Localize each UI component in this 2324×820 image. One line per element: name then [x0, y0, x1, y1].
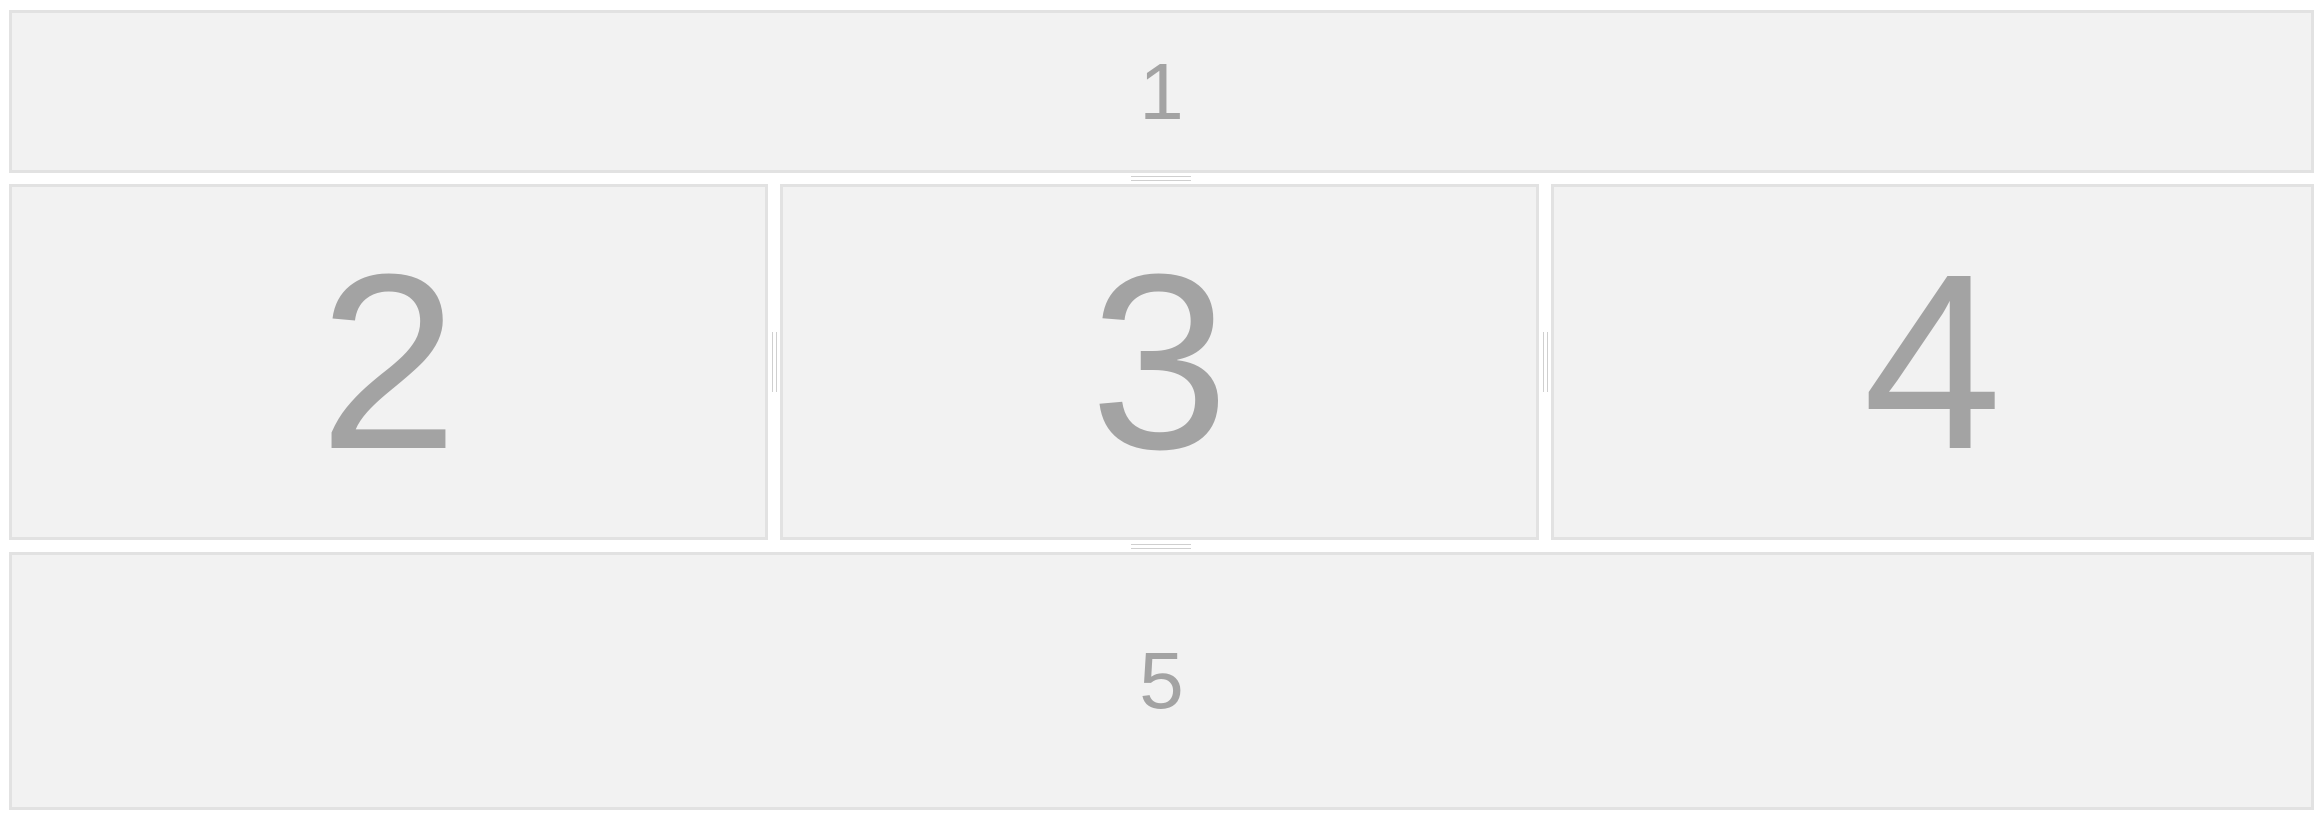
splitter-right-handle[interactable]	[1542, 332, 1550, 392]
pane-bottom-label: 5	[1139, 636, 1184, 725]
splitter-top-handle[interactable]	[1131, 175, 1191, 183]
splitter-bottom-handle[interactable]	[1131, 543, 1191, 551]
pane-middle-right: 4	[1551, 184, 2314, 540]
pane-middle-right-label: 4	[1862, 222, 2003, 501]
pane-middle-left: 2	[9, 184, 768, 540]
pane-middle-left-label: 2	[318, 222, 459, 501]
pane-bottom: 5	[9, 552, 2314, 810]
splitter-left-handle[interactable]	[771, 332, 779, 392]
pane-middle-center-label: 3	[1089, 222, 1230, 501]
pane-top-label: 1	[1139, 46, 1184, 136]
pane-middle-center: 3	[780, 184, 1539, 540]
pane-top: 1	[9, 10, 2314, 173]
